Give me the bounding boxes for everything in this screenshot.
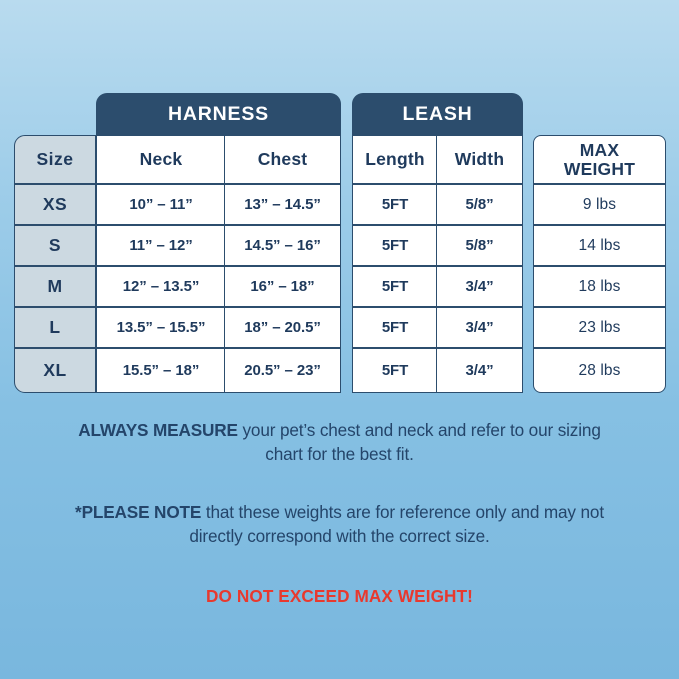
table-row-chest-cell: 18” – 20.5” [224,307,341,348]
table-row-weight-cell: 28 lbs [533,348,666,393]
column-header-chest: Chest [224,135,341,184]
footer-notes: ALWAYS MEASURE your pet’s chest and neck… [0,418,679,607]
note-please-note-text: that these weights are for reference onl… [189,501,604,547]
note-always-measure-text: your pet’s chest and neck and refer to o… [237,420,601,465]
sizing-chart: HARNESS LEASH Size Neck Chest Length Wid… [14,93,666,393]
column-header-neck: Neck [96,135,226,184]
table-row-chest-cell: 14.5” – 16” [224,225,341,266]
group-banner-harness: HARNESS [96,93,341,141]
group-banner-leash: LEASH [352,93,523,141]
table-row-neck-cell: 12” – 13.5” [96,266,226,307]
table-row-length-cell: 5FT [352,348,438,393]
table-row-weight-cell: 18 lbs [533,266,666,307]
table-row-chest-cell: 16” – 18” [224,266,341,307]
table-row-length-cell: 5FT [352,266,438,307]
note-always-measure-bold: ALWAYS MEASURE [78,420,238,440]
table-row-neck-cell: 15.5” – 18” [96,348,226,393]
column-header-size: Size [14,135,96,184]
table-row-chest-cell: 13” – 14.5” [224,184,341,225]
table-row-width-cell: 5/8” [436,184,523,225]
table-row-width-cell: 3/4” [436,266,523,307]
max-weight-label-line2: WEIGHT [563,158,636,179]
table-row-neck-cell: 10” – 11” [96,184,226,225]
table-row-width-cell: 3/4” [436,348,523,393]
max-weight-label-line1: MAX [579,139,620,160]
table-row-neck-cell: 11” – 12” [96,225,226,266]
table-row-size-cell: M [14,266,96,307]
warning-max-weight: DO NOT EXCEED MAX WEIGHT! [205,585,473,606]
table-row-width-cell: 3/4” [436,307,523,348]
table-row-neck-cell: 13.5” – 15.5” [96,307,226,348]
table-row-size-cell: XL [14,348,96,393]
column-header-width: Width [436,135,523,184]
table-row-length-cell: 5FT [352,307,438,348]
table-row-size-cell: L [14,307,96,348]
column-header-max-weight: MAX WEIGHT [533,135,666,184]
table-row-size-cell: S [14,225,96,266]
table-row-weight-cell: 14 lbs [533,225,666,266]
table-row-chest-cell: 20.5” – 23” [224,348,341,393]
table-row-length-cell: 5FT [352,184,438,225]
column-header-length: Length [352,135,438,184]
table-row-width-cell: 5/8” [436,225,523,266]
note-please-note-bold: *PLEASE NOTE [75,501,202,522]
note-please-note: *PLEASE NOTE that these weights are for … [0,500,679,549]
table-row-size-cell: XS [14,184,96,225]
table-row-weight-cell: 23 lbs [533,307,666,348]
table-row-weight-cell: 9 lbs [533,184,666,225]
table-row-length-cell: 5FT [352,225,438,266]
note-always-measure: ALWAYS MEASURE your pet’s chest and neck… [0,418,679,467]
